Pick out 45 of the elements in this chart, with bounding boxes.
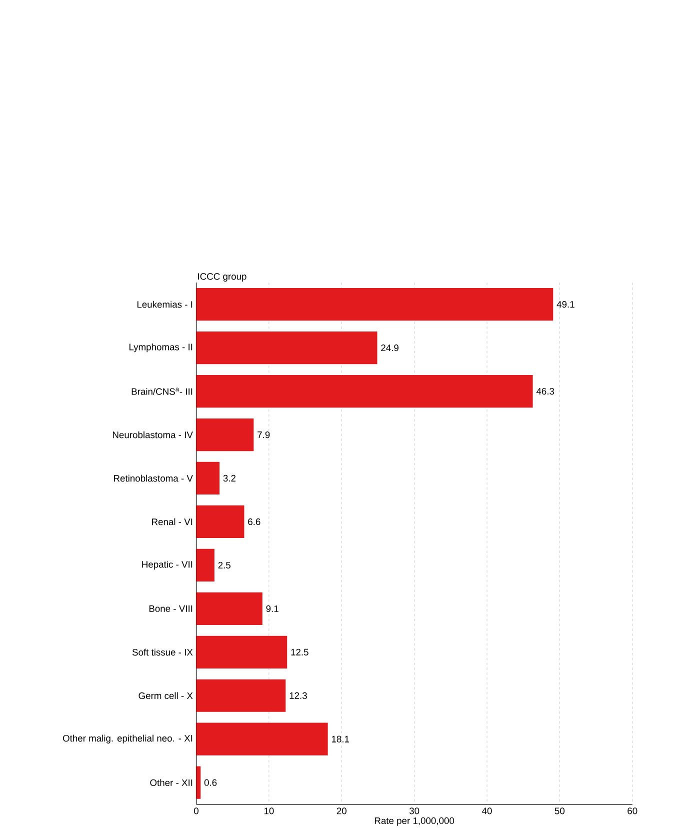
y-axis-title: ICCC group xyxy=(198,273,246,282)
data-label: 46.3 xyxy=(536,388,554,395)
bar xyxy=(196,722,328,756)
bar xyxy=(196,462,220,495)
bar xyxy=(196,418,254,452)
data-label: 12.5 xyxy=(291,648,308,656)
x-tick-label: 50 xyxy=(554,808,565,814)
data-label: 18.1 xyxy=(332,736,350,742)
x-tick-label: 30 xyxy=(410,808,420,814)
x-tick-label: 60 xyxy=(628,808,638,814)
bar xyxy=(196,548,215,582)
data-label: 3.2 xyxy=(223,474,236,482)
y-tick-label: Germ cell - X xyxy=(138,692,193,700)
bar xyxy=(196,505,244,538)
data-label: 6.6 xyxy=(248,518,260,526)
x-tick-label: 0 xyxy=(194,808,199,814)
bar xyxy=(196,374,533,408)
x-tick-label: 40 xyxy=(482,808,492,814)
y-tick-label: Other malig. epithelial neo. - XI xyxy=(63,734,192,744)
data-label: 24.9 xyxy=(381,344,399,352)
bar xyxy=(196,679,286,712)
data-label: 2.5 xyxy=(218,562,231,569)
y-tick-label: Renal - VI xyxy=(152,518,192,526)
bar xyxy=(196,636,288,668)
y-tick-label: Neuroblastoma - IV xyxy=(113,431,194,438)
bar xyxy=(196,332,378,364)
y-tick-label: Lymphomas - II xyxy=(130,343,192,352)
x-tick-label: 20 xyxy=(336,808,347,814)
data-label: 7.9 xyxy=(258,431,270,438)
y-tick-label: Brain/CNS$^{a}$- III xyxy=(132,388,192,395)
bar xyxy=(196,592,263,625)
y-tick-label: Hepatic - VII xyxy=(142,560,192,570)
y-tick-label: Soft tissue - IX xyxy=(132,648,193,656)
y-tick-label: Bone - VIII xyxy=(150,605,192,612)
data-label: 49.1 xyxy=(556,301,574,308)
y-tick-label: Retinoblastoma - V xyxy=(114,474,194,482)
y-tick-label: Other - XII xyxy=(150,779,192,786)
bar xyxy=(196,766,201,799)
x-axis-title: Rate per 1,000,000 xyxy=(375,817,454,826)
x-tick-label: 10 xyxy=(264,808,274,814)
y-tick-label: Leukemias - I xyxy=(138,300,192,308)
data-label: 0.6 xyxy=(204,779,217,786)
data-label: 12.3 xyxy=(290,692,308,699)
data-label: 9.1 xyxy=(266,605,278,612)
bar xyxy=(196,288,554,321)
